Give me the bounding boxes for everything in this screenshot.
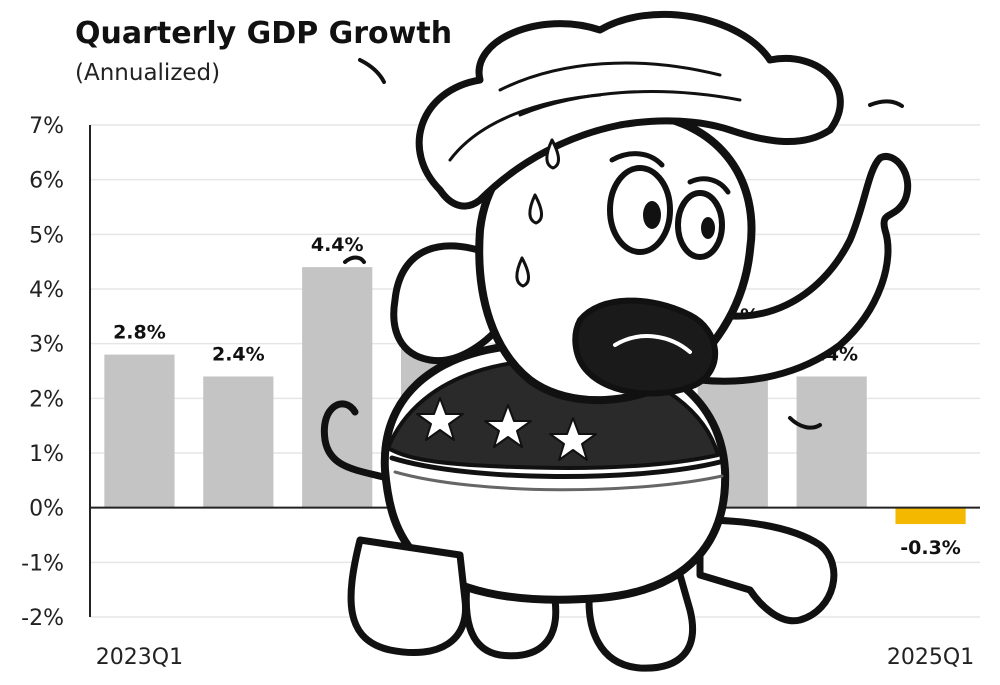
- data-label: -0.3%: [900, 537, 961, 559]
- y-tick-label: 3%: [29, 333, 64, 358]
- y-tick-label: 1%: [29, 442, 64, 467]
- bar-2023Q1: [104, 354, 175, 508]
- bar-2024Q4: [796, 376, 867, 508]
- y-tick-label: 5%: [29, 223, 64, 248]
- chart-subtitle: (Annualized): [75, 60, 221, 86]
- y-tick-label: 7%: [29, 114, 64, 139]
- y-tick-label: -2%: [21, 606, 64, 631]
- chart-title: Quarterly GDP Growth: [75, 16, 453, 51]
- bar-2023Q2: [203, 376, 274, 508]
- data-label: 4.4%: [311, 234, 364, 256]
- y-tick-label: 6%: [29, 169, 64, 194]
- y-tick-label: 0%: [29, 497, 64, 522]
- cartoon-elephant-icon: [320, 10, 912, 672]
- data-label: 2.4%: [212, 343, 265, 365]
- y-tick-label: 4%: [29, 278, 64, 303]
- y-tick-label: 2%: [29, 387, 64, 412]
- x-tick-label: 2025Q1: [887, 645, 974, 670]
- y-tick-label: -1%: [21, 551, 64, 576]
- x-tick-label: 2023Q1: [96, 645, 183, 670]
- bar-2025Q1: [895, 507, 966, 525]
- bar-2023Q3: [302, 267, 373, 508]
- data-label: 2.8%: [113, 322, 166, 344]
